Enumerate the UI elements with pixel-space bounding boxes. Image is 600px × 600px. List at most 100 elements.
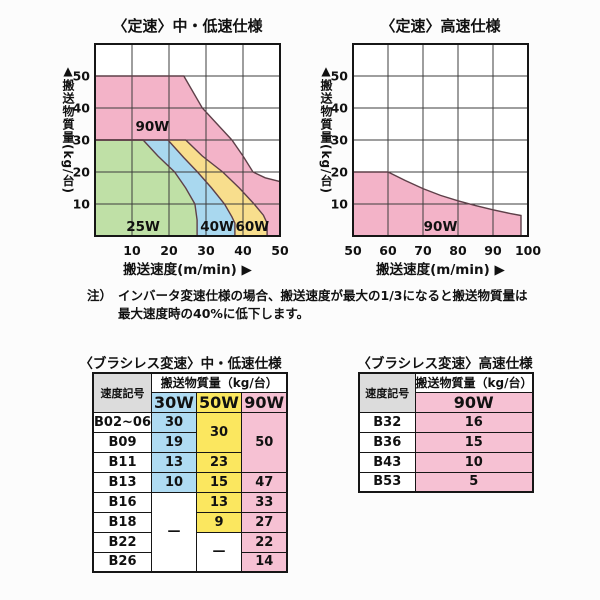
corner-header: 速度記号	[92, 372, 152, 413]
x-tick-label: 20	[160, 243, 178, 258]
group-header: 搬送物質量（kg/台）	[414, 372, 534, 393]
cell-30w-b02-06: 30	[150, 411, 197, 433]
y-tick-label: 40	[73, 101, 91, 116]
code-b16: B16	[92, 491, 152, 513]
cell-90w-b18: 27	[240, 511, 288, 533]
x-tick-label: 50	[271, 243, 289, 258]
table-row: B53 5	[358, 471, 534, 493]
x-tick-label: 50	[344, 243, 362, 258]
table-row: B43 10	[358, 451, 534, 473]
y-tick-label: 20	[331, 165, 349, 180]
table-row: 30W 50W 90W	[93, 391, 288, 413]
code-b13: B13	[92, 471, 152, 493]
y-tick-label: 20	[73, 165, 91, 180]
region-label-90W: 90W	[424, 219, 458, 235]
y-tick-label: 30	[331, 133, 349, 148]
x-axis-label: 搬送速度(m/min) ▶	[123, 261, 252, 278]
note-text: インバータ変速仕様の場合、搬送速度が最大の1/3になると搬送物質量は 最大速度時の…	[118, 288, 528, 321]
y-tick-label: 10	[73, 197, 91, 212]
plot-border	[94, 43, 281, 237]
code-b36: B36	[358, 431, 416, 453]
table-row: B11 13 23	[92, 451, 287, 473]
region-outline-90W	[352, 171, 522, 237]
cell-30w-b11: 13	[150, 451, 197, 473]
cell-90w-b13: 47	[240, 471, 288, 493]
table-high-speed: 速度記号 搬送物質量（kg/台） 90W B32 16 B36 15 B43 1…	[358, 372, 534, 493]
cell-90w-b16: 33	[240, 491, 288, 513]
note-marker: 注）	[87, 288, 113, 303]
up-arrow-icon: ▲	[319, 64, 333, 79]
y-axis-label-low: ▲搬送物質量(kg/台)	[61, 64, 75, 194]
table-row: B26 14	[92, 551, 288, 573]
group-header: 搬送物質量（kg/台）	[150, 372, 288, 393]
code-b43: B43	[358, 451, 416, 473]
y-tick-label: 50	[331, 69, 349, 84]
y-tick-label: 30	[73, 133, 91, 148]
cell-50w-b13: 15	[195, 471, 242, 493]
y-tick-label: 50	[73, 69, 91, 84]
cell-90w-b32: 16	[414, 411, 534, 433]
x-tick-label: 40	[234, 243, 252, 258]
cell-90w-b26: 14	[240, 551, 288, 573]
table-row: 90W	[359, 391, 534, 413]
x-tick-label: 70	[414, 243, 432, 258]
code-b26: B26	[92, 551, 152, 573]
plot-border	[352, 43, 529, 237]
cell-50w-b11: 23	[195, 451, 242, 473]
chart-high-speed: 90W 50 60 70 80 90 100 10 20 30 40 50 〈定速〉高速仕様 搬送速度…	[331, 17, 542, 278]
note: 注） インバータ変速仕様の場合、搬送速度が最大の1/3になると搬送物質量は 最大速…	[87, 287, 527, 322]
code-b53: B53	[358, 471, 416, 493]
col-header-90w: 90W	[414, 391, 534, 413]
code-b32: B32	[358, 411, 416, 433]
up-arrow-icon: ▲	[61, 64, 75, 79]
corner-header: 速度記号	[358, 372, 416, 413]
region-label-25W: 25W	[126, 219, 160, 235]
chart-title: 〈定速〉高速仕様	[380, 17, 501, 35]
code-b22: B22	[92, 531, 152, 553]
table-row: B32 16	[358, 411, 534, 433]
table-row: B36 15	[358, 431, 534, 453]
region-25W	[95, 140, 198, 236]
table-row: B13 10 15 47	[92, 471, 288, 493]
col-header-90w: 90W	[240, 391, 288, 413]
region-outline-25W	[94, 139, 198, 237]
cell-90w-b43: 10	[414, 451, 534, 473]
region-label-40W: 40W	[200, 219, 234, 235]
table-row: B09 19	[92, 431, 287, 453]
code-b02-06: B02~06	[92, 411, 152, 433]
col-header-50w: 50W	[195, 391, 242, 413]
cell-50w-b16: 13	[195, 491, 242, 513]
table-low-speed: 速度記号 搬送物質量（kg/台） 30W 50W 90W B02~06 30 3…	[92, 372, 289, 573]
x-tick-label: 100	[515, 243, 541, 258]
cell-50w-b22-b26-dash: —	[195, 531, 242, 573]
y-axis-label-high: ▲搬送物質量(kg/台)	[319, 64, 333, 194]
y-tick-label: 40	[331, 101, 349, 116]
code-b11: B11	[92, 451, 152, 473]
table-row: 速度記号 搬送物質量（kg/台）	[358, 372, 534, 413]
x-tick-label: 30	[197, 243, 215, 258]
code-b09: B09	[92, 431, 152, 453]
code-b18: B18	[92, 511, 152, 533]
region-label-90W: 90W	[135, 119, 169, 135]
table-row: B02~06 30 30 50	[92, 411, 288, 473]
cell-30w-b09: 19	[150, 431, 197, 453]
cell-90w-b53: 5	[414, 471, 534, 493]
cell-90w-b02-06-b11: 50	[240, 411, 288, 473]
x-axis-label: 搬送速度(m/min) ▶	[376, 261, 505, 278]
region-label-60W: 60W	[235, 219, 269, 235]
x-tick-label: 10	[123, 243, 141, 258]
table-row: B16 — 13 33	[92, 491, 288, 573]
cell-90w-b36: 15	[414, 431, 534, 453]
x-tick-label: 80	[449, 243, 467, 258]
chart-title: 〈定速〉中・低速仕様	[112, 17, 263, 35]
cell-50w-b18: 9	[195, 511, 242, 533]
low-speed-table-title: 〈ブラシレス変速〉中・低速仕様	[79, 356, 282, 372]
table-row: 速度記号 搬送物質量（kg/台）	[92, 372, 288, 413]
col-header-30w: 30W	[150, 391, 197, 413]
high-speed-table-title: 〈ブラシレス変速〉高速仕様	[357, 356, 533, 372]
cell-30w-b16-b26-dash: —	[150, 491, 197, 573]
cell-90w-b22: 22	[240, 531, 288, 553]
